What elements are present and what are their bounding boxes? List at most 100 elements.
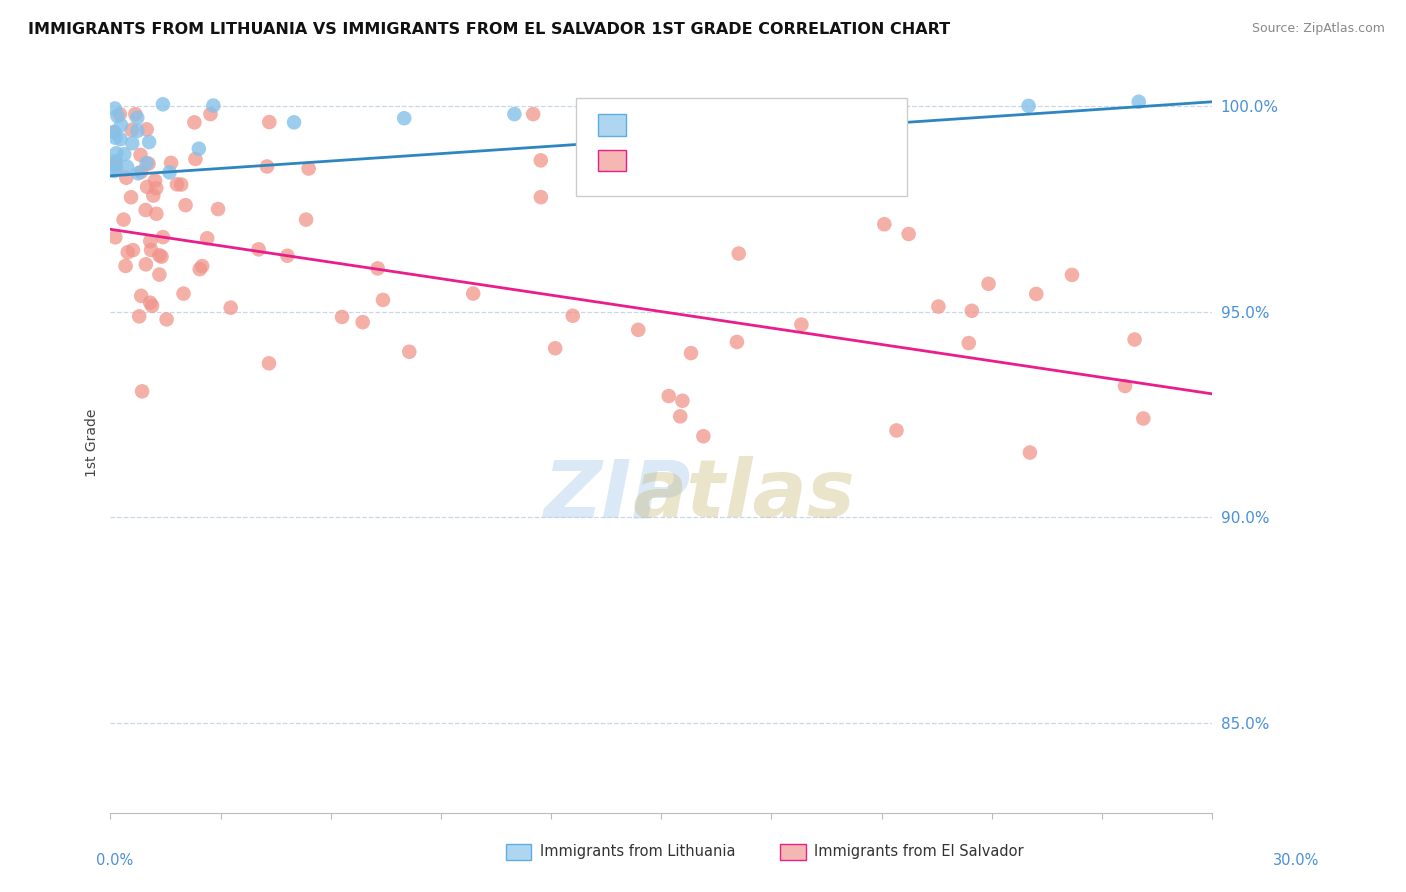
Point [330,310,353,324]
Point [873,217,896,231]
Point [1132,411,1154,425]
Point [135,257,157,271]
Point [152,230,174,244]
Point [105,161,128,176]
Point [139,295,162,310]
Point [679,346,702,360]
Point [114,259,136,273]
Point [145,181,167,195]
Point [886,424,908,438]
Point [897,227,920,241]
Point [115,160,138,174]
Point [139,234,162,248]
Text: ZIP: ZIP [544,456,690,534]
Point [188,262,211,277]
Point [247,243,270,257]
Point [977,277,1000,291]
Point [257,356,280,370]
Text: 0.0%: 0.0% [96,853,132,868]
Point [174,198,197,212]
Point [104,130,127,145]
Point [398,344,420,359]
Point [392,112,415,126]
Point [120,190,142,204]
Text: atlas: atlas [633,456,855,534]
Point [139,243,162,257]
Point [283,115,305,129]
Point [173,286,195,301]
Point [135,202,157,217]
Point [108,107,131,121]
Point [110,132,132,146]
Point [202,98,225,112]
Point [148,268,170,282]
Point [1025,287,1047,301]
Point [207,202,229,216]
Point [298,161,321,176]
Point [367,261,389,276]
Point [276,249,298,263]
Point [1128,95,1150,109]
Point [122,243,145,257]
Point [187,142,209,156]
Point [371,293,394,307]
Point [103,164,125,178]
Point [1123,333,1146,347]
Point [143,173,166,187]
Point [115,170,138,185]
Point [183,115,205,129]
Point [463,286,485,301]
Point [927,300,949,314]
Point [530,153,553,168]
Point [112,147,135,161]
Point [159,165,181,179]
Point [105,146,128,161]
Point [191,259,214,273]
Point [145,207,167,221]
Point [103,125,125,139]
Point [127,124,149,138]
Point [544,341,567,355]
Point [1060,268,1083,282]
Point [166,178,188,192]
Point [957,336,980,351]
Text: Immigrants from Lithuania: Immigrants from Lithuania [540,845,735,859]
Point [129,289,152,303]
Point [129,148,152,162]
Point [1019,445,1042,459]
Point [104,156,127,170]
Point [104,102,127,116]
Point [352,315,374,329]
Point [522,107,544,121]
Point [658,389,681,403]
Text: IMMIGRANTS FROM LITHUANIA VS IMMIGRANTS FROM EL SALVADOR 1ST GRADE CORRELATION C: IMMIGRANTS FROM LITHUANIA VS IMMIGRANTS … [28,22,950,37]
Point [184,152,207,166]
Point [148,248,170,262]
Point [170,178,193,192]
Point [1018,99,1040,113]
Point [104,230,127,244]
Point [117,245,139,260]
Point [107,109,129,123]
Point [1114,379,1136,393]
Point [135,122,157,136]
Text: R =  0.493  N = 30: R = 0.493 N = 30 [633,117,778,131]
Point [121,123,143,137]
Point [121,136,143,151]
Point [219,301,242,315]
Point [259,115,281,129]
Point [256,160,278,174]
Point [150,250,173,264]
Point [135,156,157,170]
Point [725,334,748,349]
Point [561,309,583,323]
Point [790,318,813,332]
Point [155,312,177,326]
Point [138,156,160,170]
Point [104,154,127,169]
Point [127,111,149,125]
Point [138,135,160,149]
Point [195,231,218,245]
Point [160,156,183,170]
Text: Immigrants from El Salvador: Immigrants from El Salvador [814,845,1024,859]
